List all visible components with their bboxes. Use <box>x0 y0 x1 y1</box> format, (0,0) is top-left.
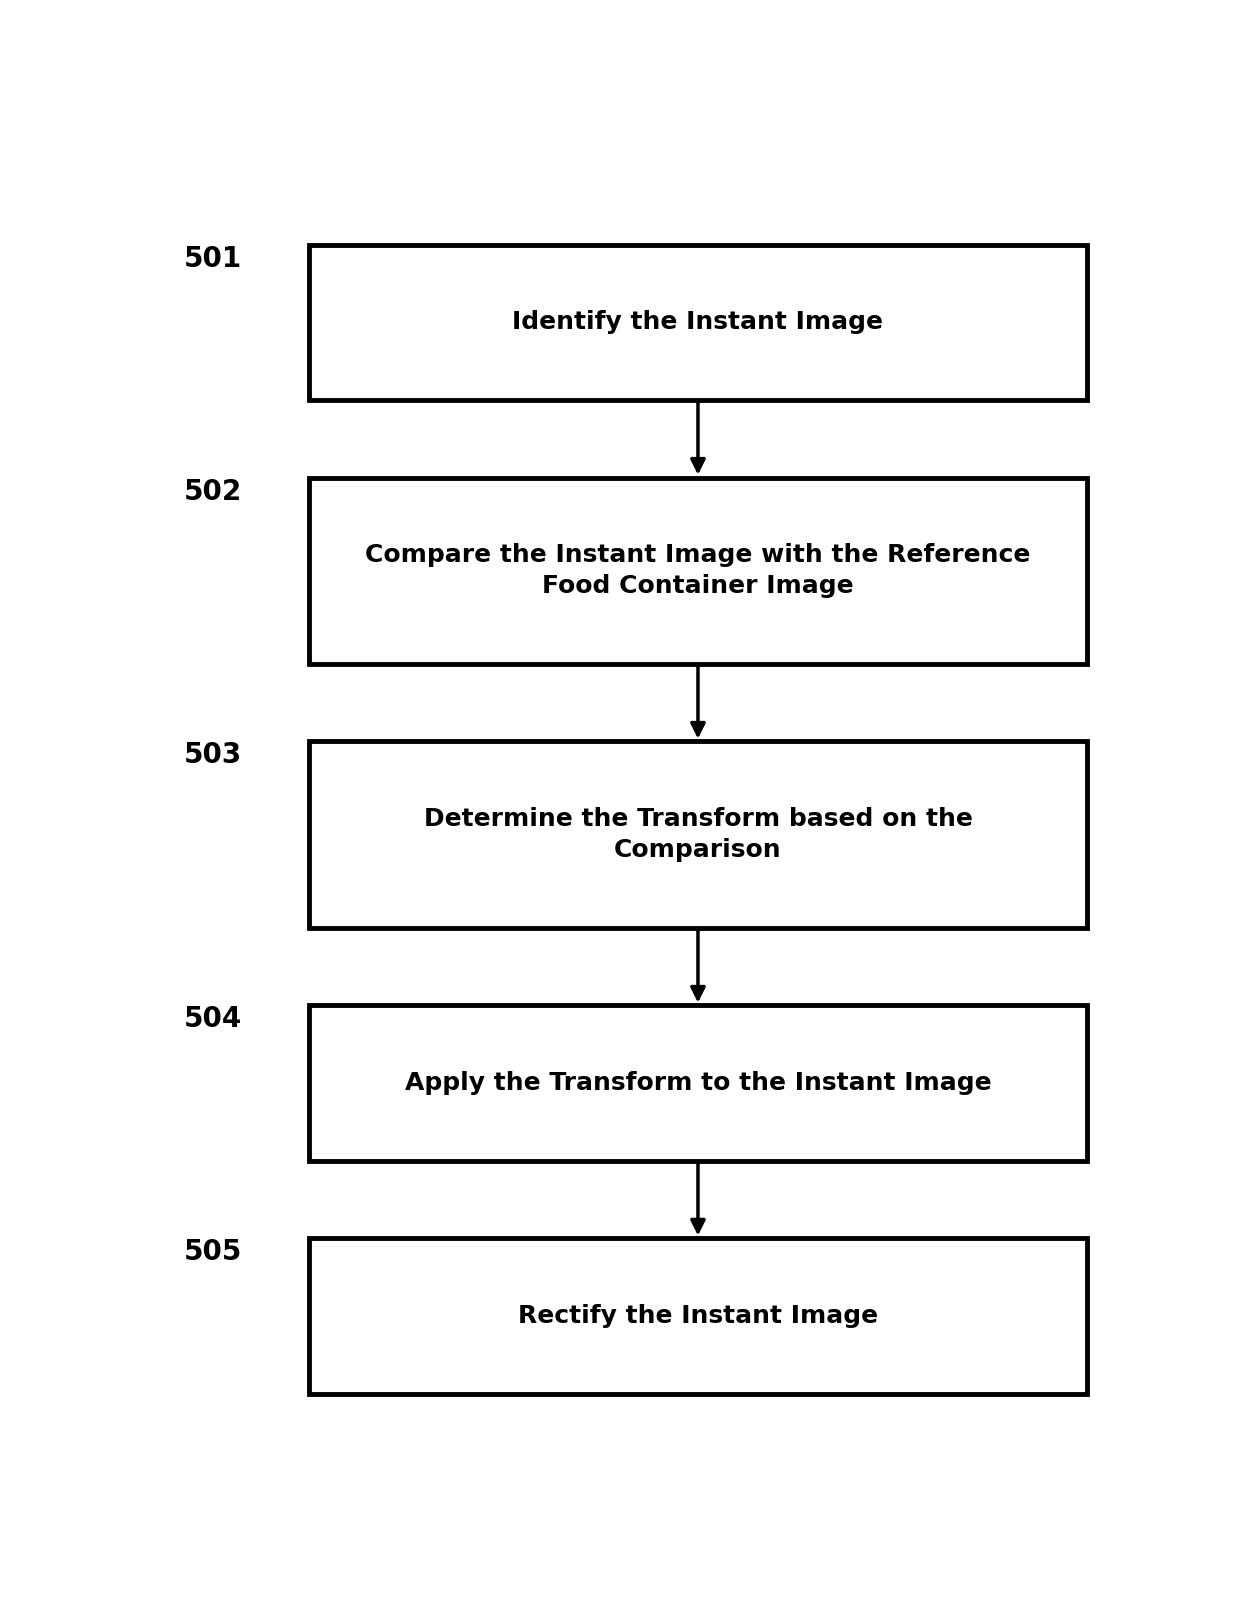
Text: 504: 504 <box>184 1006 242 1033</box>
Text: Identify the Instant Image: Identify the Instant Image <box>512 310 883 334</box>
Text: Apply the Transform to the Instant Image: Apply the Transform to the Instant Image <box>404 1071 991 1095</box>
Text: 503: 503 <box>184 741 242 769</box>
FancyBboxPatch shape <box>309 1006 1087 1161</box>
FancyBboxPatch shape <box>309 245 1087 401</box>
Text: 502: 502 <box>184 477 242 506</box>
Text: 501: 501 <box>184 245 242 272</box>
Text: Determine the Transform based on the
Comparison: Determine the Transform based on the Com… <box>424 806 972 863</box>
Text: Compare the Instant Image with the Reference
Food Container Image: Compare the Instant Image with the Refer… <box>366 543 1030 599</box>
Text: 505: 505 <box>184 1238 242 1267</box>
Text: Rectify the Instant Image: Rectify the Instant Image <box>518 1304 878 1328</box>
FancyBboxPatch shape <box>309 741 1087 928</box>
FancyBboxPatch shape <box>309 477 1087 663</box>
FancyBboxPatch shape <box>309 1238 1087 1393</box>
